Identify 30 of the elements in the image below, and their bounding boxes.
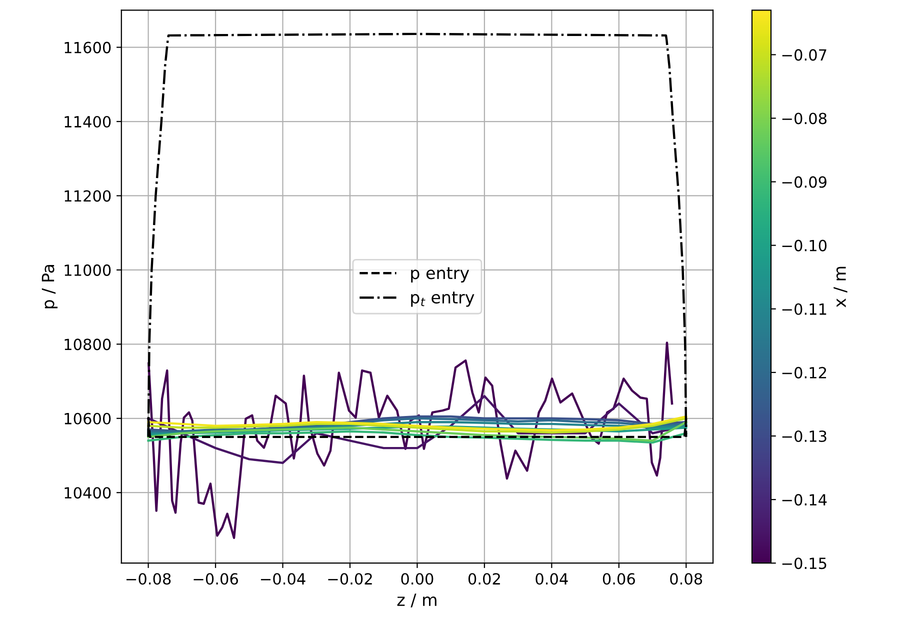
legend-label: p$_{t}$ entry xyxy=(411,292,474,307)
x-tick-label: 0.00 xyxy=(401,573,434,585)
y-axis-title: p / Pa xyxy=(42,265,58,308)
x-tick-label: 0.02 xyxy=(468,573,500,585)
color-bar-label: −0.07 xyxy=(782,49,826,61)
x-tick-label: −0.02 xyxy=(328,573,372,585)
y-tick-label: 11400 xyxy=(64,116,111,128)
color-bar-label: −0.08 xyxy=(782,112,826,124)
y-tick-label: 10400 xyxy=(64,487,111,499)
y-tick-label: 10600 xyxy=(64,412,111,424)
color-bar-title: x / m xyxy=(834,266,848,308)
y-tick-label: 11600 xyxy=(64,42,111,54)
x-tick-label: 0.04 xyxy=(536,573,568,585)
color-bar-label: −0.15 xyxy=(782,558,826,570)
x-axis-title: z / m xyxy=(397,594,436,608)
color-bar-label: −0.12 xyxy=(782,366,826,378)
y-tick-label: 11200 xyxy=(64,190,111,202)
x-tick-label: 0.08 xyxy=(670,573,702,585)
x-tick-label: −0.06 xyxy=(194,573,238,585)
color-bar-label: −0.13 xyxy=(782,430,826,442)
x-tick-label: −0.04 xyxy=(260,573,306,585)
y-tick-label: 11000 xyxy=(64,264,111,276)
color-bar-label: −0.09 xyxy=(782,176,826,188)
x-tick-label: −0.08 xyxy=(126,573,171,585)
legend-label: p entry xyxy=(411,267,470,282)
color-bar-label: −0.11 xyxy=(782,303,826,315)
x-tick-label: 0.06 xyxy=(602,573,635,585)
y-tick-label: 10800 xyxy=(64,338,111,350)
color-bar-label: −0.14 xyxy=(782,494,827,506)
color-bar-label: −0.10 xyxy=(782,240,827,252)
